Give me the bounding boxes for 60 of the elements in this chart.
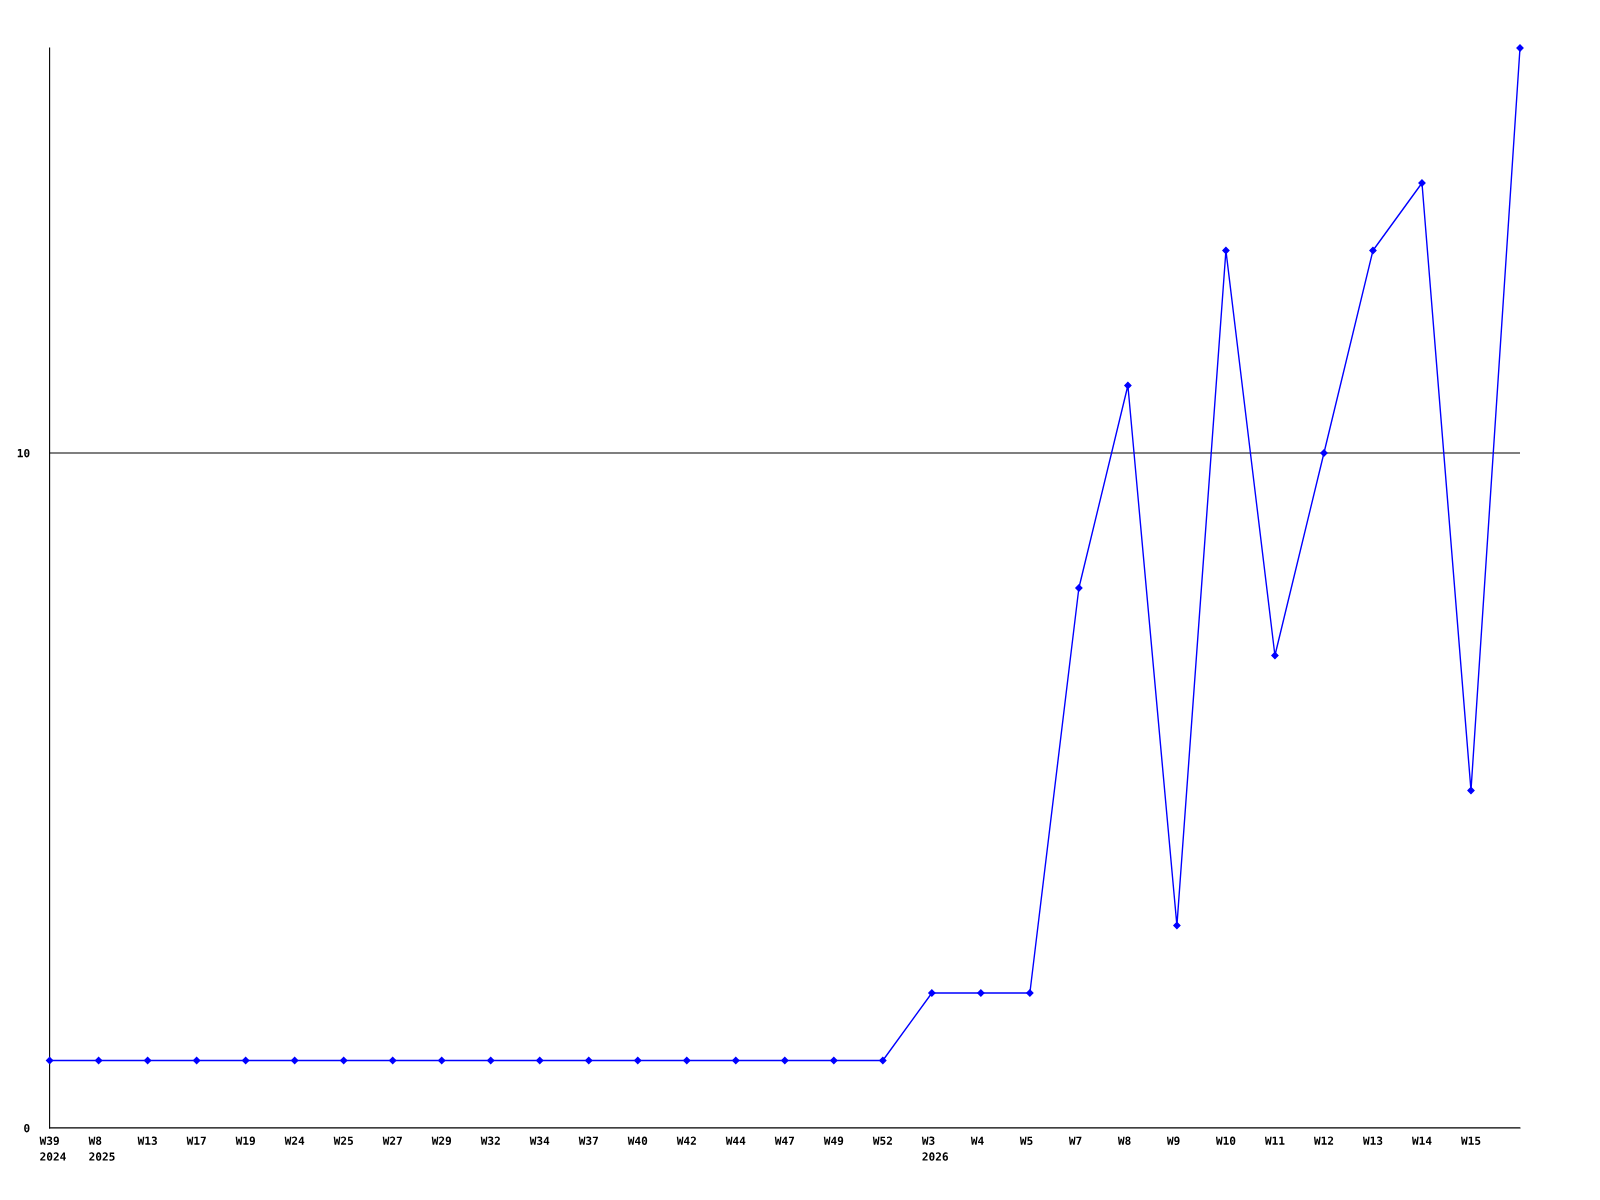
x-tick-label: W11	[1264, 1136, 1285, 1145]
point	[487, 1056, 495, 1065]
x-tick-label: W32	[480, 1136, 500, 1145]
x-tick-label: W10	[1215, 1136, 1236, 1145]
point	[1222, 246, 1230, 255]
point	[291, 1056, 299, 1065]
x-tick-label: W52	[872, 1136, 892, 1145]
point	[242, 1056, 250, 1065]
x-tick-label: W25	[333, 1136, 353, 1145]
x-tick-label: W49	[823, 1136, 844, 1145]
point	[1026, 989, 1034, 997]
x-tick-label: W34	[529, 1136, 550, 1145]
point	[585, 1056, 593, 1065]
point	[1467, 786, 1475, 795]
point	[1173, 921, 1181, 930]
point	[45, 1056, 54, 1065]
x-tick-label: W27	[382, 1136, 402, 1145]
x-tick-label: W44	[725, 1136, 746, 1145]
x-tick-label: W24	[284, 1136, 305, 1145]
x-tick-label: W12	[1313, 1136, 1334, 1145]
x-tick-label: W19	[235, 1136, 256, 1145]
point	[389, 1056, 397, 1065]
x-tick-label: W3 2026	[921, 1136, 948, 1161]
x-tick-label: W8 2025	[88, 1136, 115, 1161]
x-tick-label: W17	[186, 1136, 206, 1145]
point	[1124, 381, 1132, 390]
y-tick-label: 10	[17, 448, 30, 458]
point	[1075, 584, 1083, 592]
x-tick-label: W40	[627, 1136, 648, 1145]
x-tick-label: W8	[1117, 1136, 1131, 1145]
point	[94, 1056, 103, 1065]
point	[977, 989, 985, 997]
point	[732, 1056, 740, 1065]
point	[1369, 246, 1377, 255]
point	[143, 1056, 152, 1065]
point	[879, 1056, 887, 1065]
x-tick-label: W15	[1460, 1136, 1481, 1145]
point	[1271, 651, 1279, 660]
x-tick-label: W47	[774, 1136, 795, 1145]
x-tick-label: W29	[431, 1136, 452, 1145]
x-tick-label: W7	[1068, 1136, 1082, 1145]
y-tick-label: 0	[24, 1123, 30, 1133]
x-tick-label: W42	[676, 1136, 696, 1145]
x-tick-label: W13	[1362, 1136, 1383, 1145]
point	[536, 1056, 544, 1065]
point	[340, 1056, 348, 1065]
point	[438, 1056, 446, 1065]
x-tick-label: W39 2024	[39, 1136, 66, 1161]
point	[683, 1056, 691, 1065]
x-tick-label: W37	[578, 1136, 598, 1145]
x-tick-label: W13	[137, 1136, 157, 1145]
point	[634, 1056, 642, 1065]
x-tick-label: W14	[1411, 1136, 1432, 1145]
x-tick-label: W9	[1166, 1136, 1180, 1145]
point	[928, 989, 936, 997]
x-tick-label: W5	[1019, 1136, 1033, 1145]
point	[830, 1056, 838, 1065]
x-tick-label: W4	[970, 1136, 984, 1145]
point	[192, 1056, 201, 1065]
point	[781, 1056, 789, 1065]
